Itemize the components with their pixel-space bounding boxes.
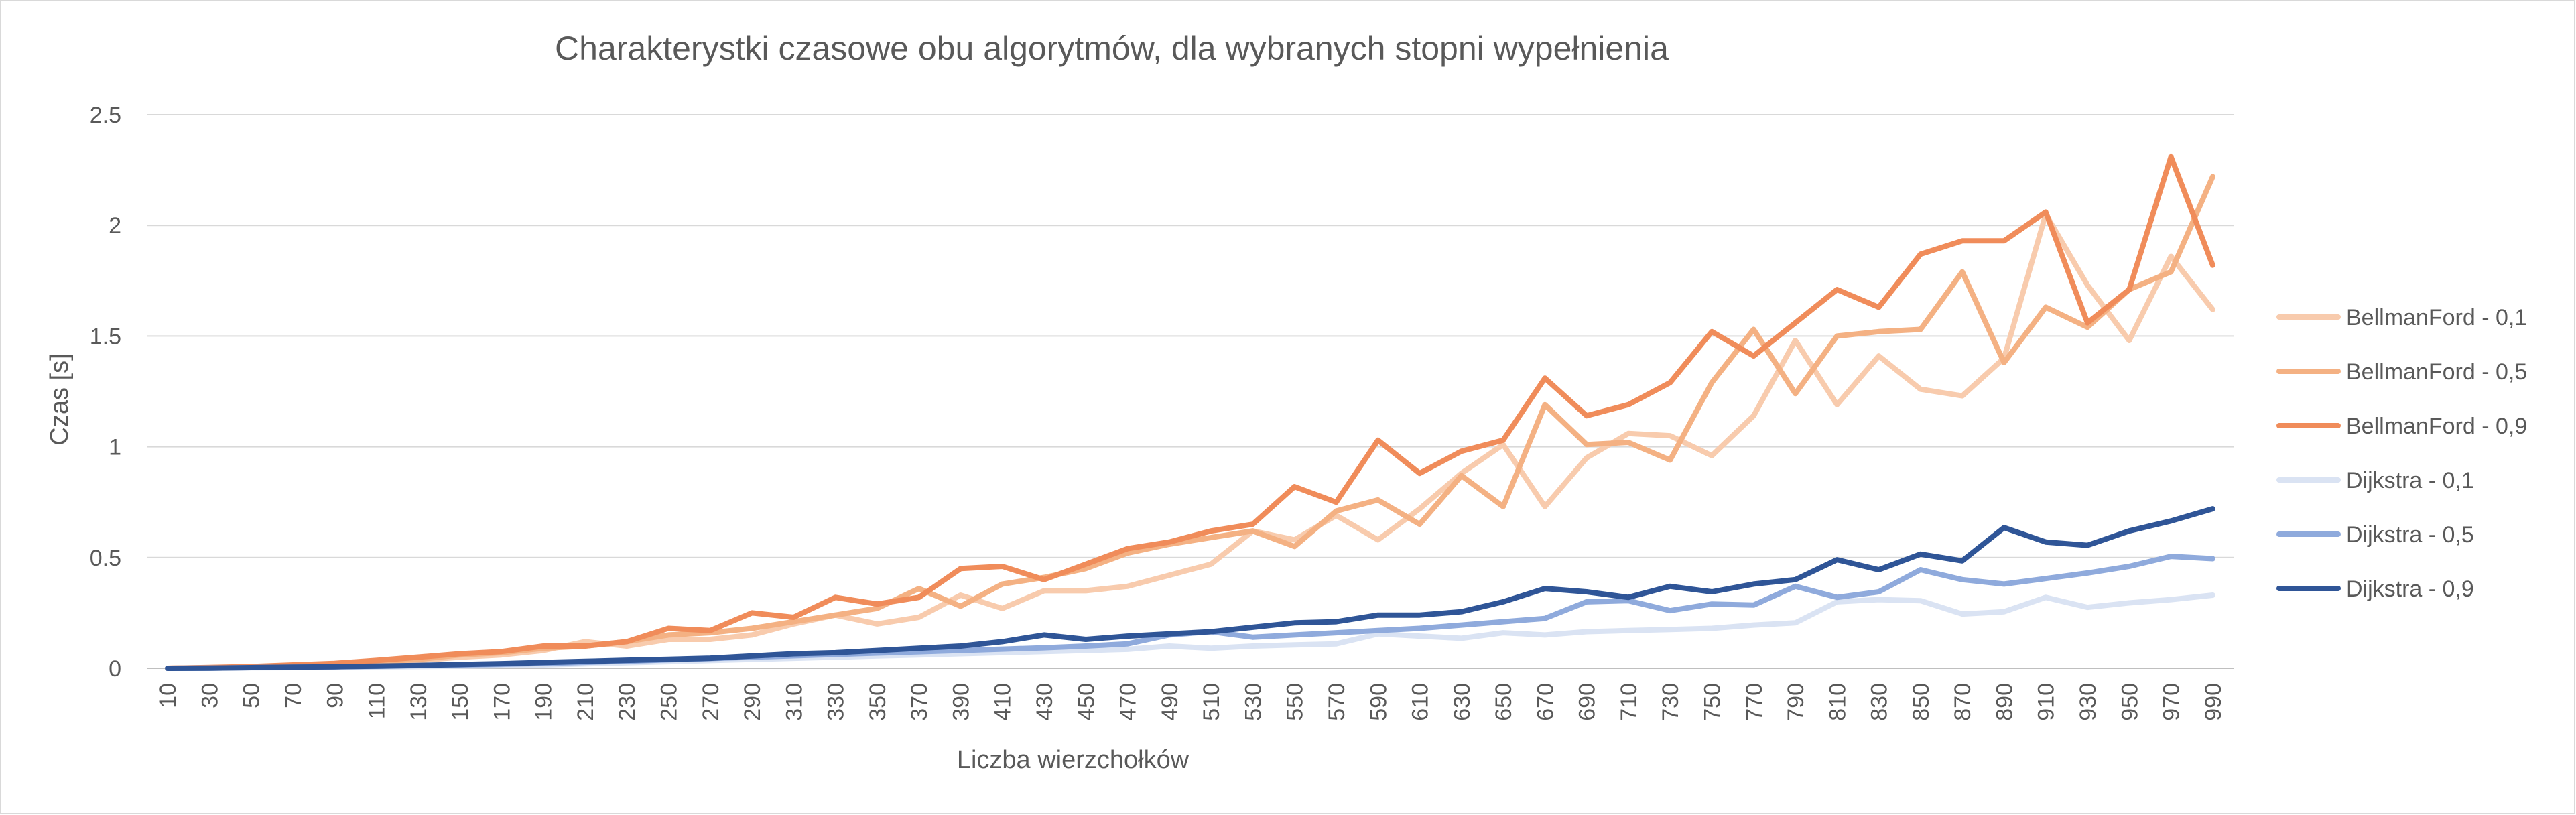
legend-label-1: BellmanFord - 0,1 [2346, 305, 2527, 330]
legend-label-4: Dijkstra - 0,1 [2346, 468, 2474, 493]
y-axis-ticks: 0 0.5 1 1.5 2 2.5 [90, 103, 121, 682]
series-line-3 [165, 153, 2215, 671]
x-tick-label: 90 [322, 683, 348, 708]
x-tick-label: 350 [865, 683, 891, 721]
x-tick-label: 370 [907, 683, 932, 721]
x-tick-label: 450 [1074, 683, 1099, 721]
x-tick-label: 190 [531, 683, 557, 721]
x-tick-label: 850 [1909, 683, 1934, 721]
x-tick-label: 770 [1742, 683, 1767, 721]
x-tick-label: 790 [1783, 683, 1809, 721]
legend-label-6: Dijkstra - 0,9 [2346, 576, 2474, 602]
x-tick-label: 330 [824, 683, 849, 721]
x-tick-label: 810 [1825, 683, 1850, 721]
legend-label-3: BellmanFord - 0,9 [2346, 414, 2527, 439]
x-tick-label: 650 [1491, 683, 1517, 721]
x-tick-label: 70 [281, 683, 306, 708]
x-tick-label: 390 [948, 683, 974, 721]
x-tick-label: 230 [615, 683, 640, 721]
x-tick-label: 630 [1450, 683, 1475, 721]
x-tick-label: 990 [2201, 683, 2226, 721]
x-tick-label: 150 [448, 683, 473, 721]
x-tick-label: 130 [406, 683, 432, 721]
x-tick-label: 610 [1408, 683, 1433, 721]
x-tick-label: 530 [1240, 683, 1266, 721]
x-tick-label: 430 [1032, 683, 1057, 721]
series-line-6 [165, 506, 2215, 671]
x-tick-label: 50 [239, 683, 265, 708]
series-lines [165, 153, 2215, 671]
x-tick-label: 270 [698, 683, 724, 721]
x-tick-label: 410 [990, 683, 1016, 721]
y-tick-label: 2.5 [90, 103, 121, 128]
y-tick-label: 0 [109, 656, 121, 682]
x-tick-label: 670 [1533, 683, 1558, 721]
y-tick-label: 1.5 [90, 324, 121, 349]
x-tick-label: 490 [1157, 683, 1183, 721]
legend-label-5: Dijkstra - 0,5 [2346, 522, 2474, 548]
y-tick-label: 0.5 [90, 546, 121, 571]
x-tick-label: 730 [1658, 683, 1683, 721]
y-tick-label: 1 [109, 435, 121, 460]
x-tick-label: 170 [489, 683, 515, 721]
x-tick-label: 710 [1616, 683, 1642, 721]
x-tick-label: 30 [197, 683, 222, 708]
x-tick-label: 890 [1992, 683, 2017, 721]
x-tick-label: 550 [1283, 683, 1308, 721]
x-tick-label: 210 [573, 683, 598, 721]
gridlines [147, 114, 2234, 669]
x-tick-label: 910 [2034, 683, 2059, 721]
x-tick-label: 690 [1575, 683, 1600, 721]
y-axis-title: Czas [s] [46, 353, 74, 445]
x-tick-label: 590 [1366, 683, 1391, 721]
x-tick-label: 290 [740, 683, 765, 721]
x-tick-label: 950 [2117, 683, 2142, 721]
x-tick-label: 750 [1700, 683, 1726, 721]
x-tick-label: 10 [155, 683, 181, 708]
series-line-2 [165, 174, 2215, 671]
x-tick-label: 930 [2075, 683, 2101, 721]
x-tick-label: 470 [1116, 683, 1141, 721]
x-axis-ticks: 10 30 50 70 90 110 130 150 170 190 210 230 250 270 290… [155, 683, 2226, 721]
x-tick-label: 570 [1324, 683, 1350, 721]
x-tick-label: 870 [1950, 683, 1976, 721]
x-axis-title: Liczba wierzchołków [957, 746, 1189, 774]
legend: BellmanFord - 0,1 BellmanFord - 0,5 Bellma… [2276, 305, 2527, 602]
x-tick-label: 310 [781, 683, 807, 721]
x-tick-label: 110 [365, 683, 390, 719]
chart-title: Charakterystki czasowe obu algorytmów, d… [555, 29, 1669, 67]
x-tick-label: 830 [1867, 683, 1892, 721]
x-tick-label: 250 [657, 683, 682, 721]
legend-label-2: BellmanFord - 0,5 [2346, 359, 2527, 385]
x-tick-label: 510 [1199, 683, 1224, 721]
x-tick-label: 970 [2159, 683, 2185, 721]
y-tick-label: 2 [109, 213, 121, 239]
